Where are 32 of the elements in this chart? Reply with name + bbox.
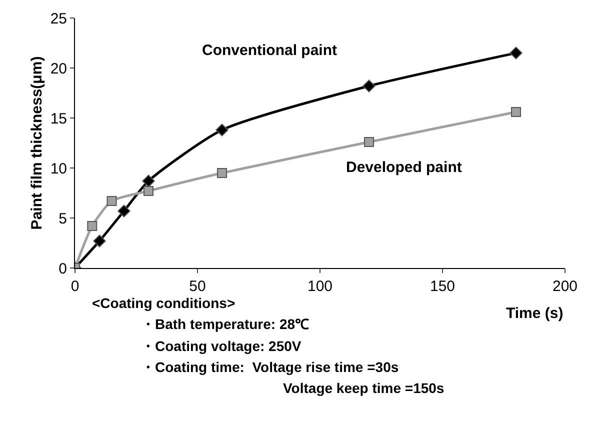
point <box>144 186 154 196</box>
point <box>217 168 227 178</box>
point <box>106 196 117 206</box>
point <box>362 80 376 92</box>
point <box>364 137 374 147</box>
y-tick-label: 15 <box>50 110 67 128</box>
text: Conventional paint <box>202 42 338 59</box>
x-tick-label: 150 <box>430 278 456 295</box>
y-tick-label: 10 <box>50 160 67 178</box>
x-tick-label: 200 <box>552 278 578 295</box>
text: ・Coating voltage: 250V <box>141 338 302 354</box>
point <box>118 204 130 218</box>
text: Voltage keep time =150s <box>283 380 444 396</box>
y-tick-label: 5 <box>58 210 67 228</box>
x-tick-label: 0 <box>70 278 80 295</box>
x-tick-label: 50 <box>189 278 206 295</box>
point <box>87 221 98 231</box>
point <box>510 46 522 60</box>
x-tick-label: 100 <box>307 278 333 295</box>
x-axis-title: Time (s) <box>506 305 564 322</box>
text: ・Coating time: Voltage rise time =30s <box>141 359 399 375</box>
y-axis-title: Paint film thickness(μm) <box>28 56 46 230</box>
point <box>93 234 106 248</box>
y-tick-label: 25 <box>50 10 67 28</box>
text: <Coating conditions> <box>92 295 236 311</box>
point <box>511 107 521 117</box>
point <box>216 124 228 136</box>
y-tick-label: 0 <box>58 260 67 278</box>
text: ・Bath temperature: 28℃ <box>141 316 310 332</box>
y-tick-label: 20 <box>50 60 67 78</box>
series-label: Developed paint <box>346 159 462 176</box>
point <box>142 174 155 188</box>
